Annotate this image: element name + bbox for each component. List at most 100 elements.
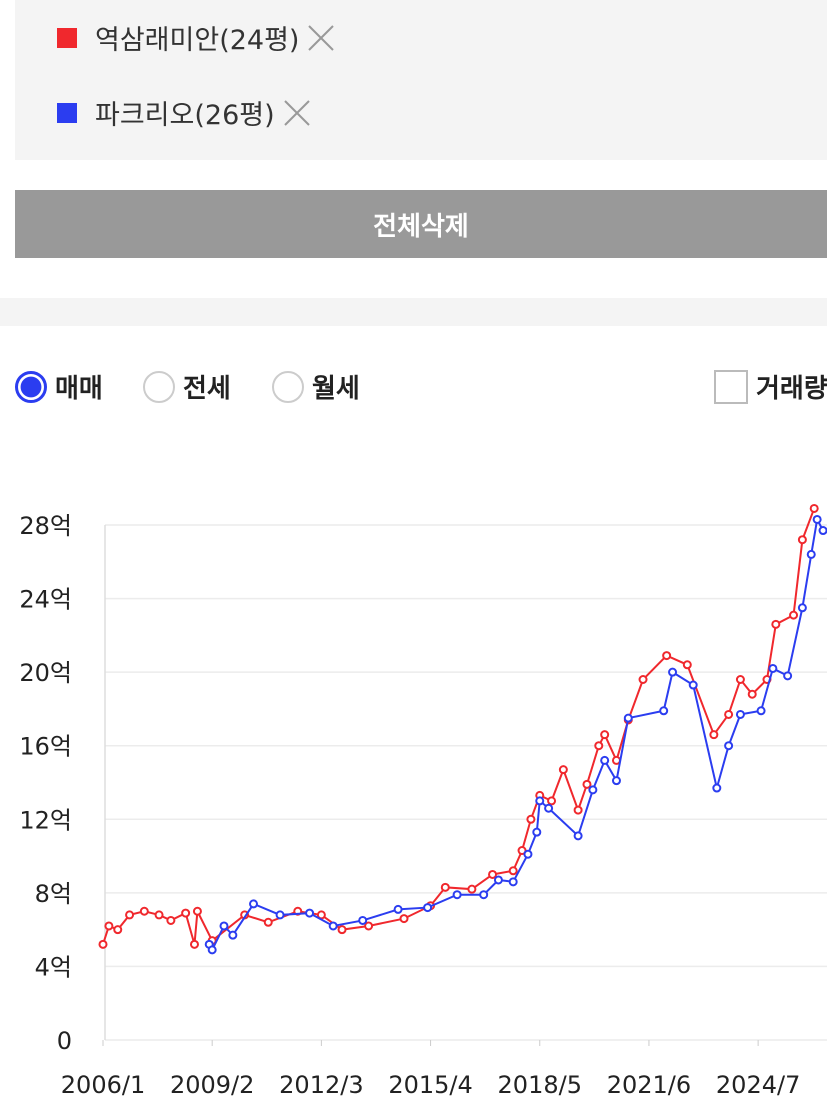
- legend-swatch: [57, 102, 77, 123]
- legend-label: 파크리오(26평): [95, 100, 275, 131]
- legend-label: 역삼래미안(24평): [95, 25, 300, 56]
- data-point: [771, 619, 781, 629]
- data-point: [139, 906, 149, 916]
- compare-panel: 역삼래미안(24평) 파크리오(26평): [15, 0, 827, 160]
- legend-item: 역삼래미안(24평): [57, 18, 335, 57]
- radio-option[interactable]: 매매: [15, 368, 103, 405]
- data-point: [423, 903, 433, 913]
- data-point: [756, 706, 766, 716]
- radio-label: 전세: [183, 374, 231, 404]
- checkbox[interactable]: [714, 369, 748, 404]
- y-tick-label: 24억: [19, 586, 72, 614]
- data-point: [275, 910, 285, 920]
- data-point: [493, 875, 503, 885]
- delete-all-button[interactable]: 전체삭제: [15, 190, 827, 258]
- x-tick-label: 2012/3: [279, 1071, 363, 1099]
- data-point: [812, 514, 822, 524]
- data-point: [724, 709, 734, 719]
- data-point: [558, 765, 568, 775]
- data-point: [588, 785, 598, 795]
- remove-icon[interactable]: [283, 99, 311, 127]
- data-point: [600, 730, 610, 740]
- data-point: [526, 814, 536, 824]
- radio[interactable]: [143, 370, 175, 403]
- radio-label: 월세: [312, 374, 360, 404]
- data-point: [508, 866, 518, 876]
- x-tick-label: 2024/7: [716, 1071, 800, 1099]
- data-point: [535, 796, 545, 806]
- data-point: [249, 899, 259, 909]
- data-point: [305, 908, 315, 918]
- data-point: [228, 930, 238, 940]
- data-point: [797, 535, 807, 545]
- x-tick-label: 2009/2: [170, 1071, 254, 1099]
- data-point: [488, 869, 498, 879]
- data-point: [594, 741, 604, 751]
- y-tick-label: 0: [57, 1027, 72, 1055]
- data-point: [712, 783, 722, 793]
- data-point: [508, 877, 518, 887]
- y-tick-label: 16억: [19, 733, 72, 761]
- data-point: [104, 921, 114, 931]
- options: 매매 전세 월세 거래량: [15, 368, 827, 414]
- data-point: [166, 915, 176, 925]
- data-point: [328, 921, 338, 931]
- data-point: [337, 925, 347, 935]
- divider: [0, 298, 827, 326]
- data-point: [662, 651, 672, 661]
- legend-item: 파크리오(26평): [57, 93, 311, 132]
- y-tick-label: 20억: [19, 659, 72, 687]
- data-point: [638, 675, 648, 684]
- data-point: [399, 914, 409, 924]
- series-line: [102, 508, 816, 945]
- data-point: [709, 730, 719, 740]
- series-line: [208, 516, 824, 953]
- radio[interactable]: [272, 370, 304, 403]
- y-tick-label: 28억: [19, 512, 72, 540]
- x-tick-label: 2006/1: [61, 1071, 145, 1099]
- radio[interactable]: [15, 370, 47, 403]
- data-point: [219, 921, 229, 931]
- radio-option[interactable]: 월세: [272, 368, 360, 405]
- data-point: [573, 805, 583, 815]
- checkbox-option[interactable]: 거래량: [714, 368, 827, 405]
- data-point: [797, 603, 807, 613]
- data-point: [358, 915, 368, 925]
- radio-option[interactable]: 전세: [143, 368, 231, 405]
- y-tick-label: 12억: [19, 806, 72, 834]
- radio-label: 매매: [55, 374, 103, 404]
- data-point: [393, 904, 403, 914]
- data-point: [688, 680, 698, 690]
- data-point: [192, 906, 202, 916]
- data-point: [735, 709, 745, 719]
- data-point: [113, 925, 123, 935]
- data-point: [682, 660, 692, 670]
- data-point: [547, 796, 557, 806]
- data-point: [611, 776, 621, 786]
- data-point: [125, 910, 135, 920]
- data-point: [452, 890, 462, 900]
- data-point: [724, 741, 734, 751]
- data-point: [600, 755, 610, 765]
- data-point: [582, 779, 592, 789]
- data-point: [181, 908, 191, 918]
- data-point: [623, 713, 633, 723]
- x-tick-label: 2021/6: [607, 1071, 691, 1099]
- x-tick-label: 2018/5: [498, 1071, 582, 1099]
- data-point: [98, 939, 108, 949]
- data-point: [789, 610, 799, 620]
- data-point: [479, 890, 489, 900]
- remove-icon[interactable]: [307, 24, 335, 52]
- x-tick-label: 2015/4: [388, 1071, 472, 1099]
- data-point: [207, 945, 217, 955]
- chart: 0 4억 8억 12억 16억 20억 24억 28억 2006/1 2009/2 2012/3 20…: [19, 503, 827, 1099]
- data-point: [806, 549, 816, 559]
- data-point: [440, 882, 450, 892]
- data-point: [544, 803, 554, 813]
- data-point: [364, 921, 374, 931]
- legend-swatch: [57, 27, 77, 48]
- data-point: [154, 910, 164, 920]
- data-point: [668, 667, 678, 677]
- data-point: [809, 503, 819, 513]
